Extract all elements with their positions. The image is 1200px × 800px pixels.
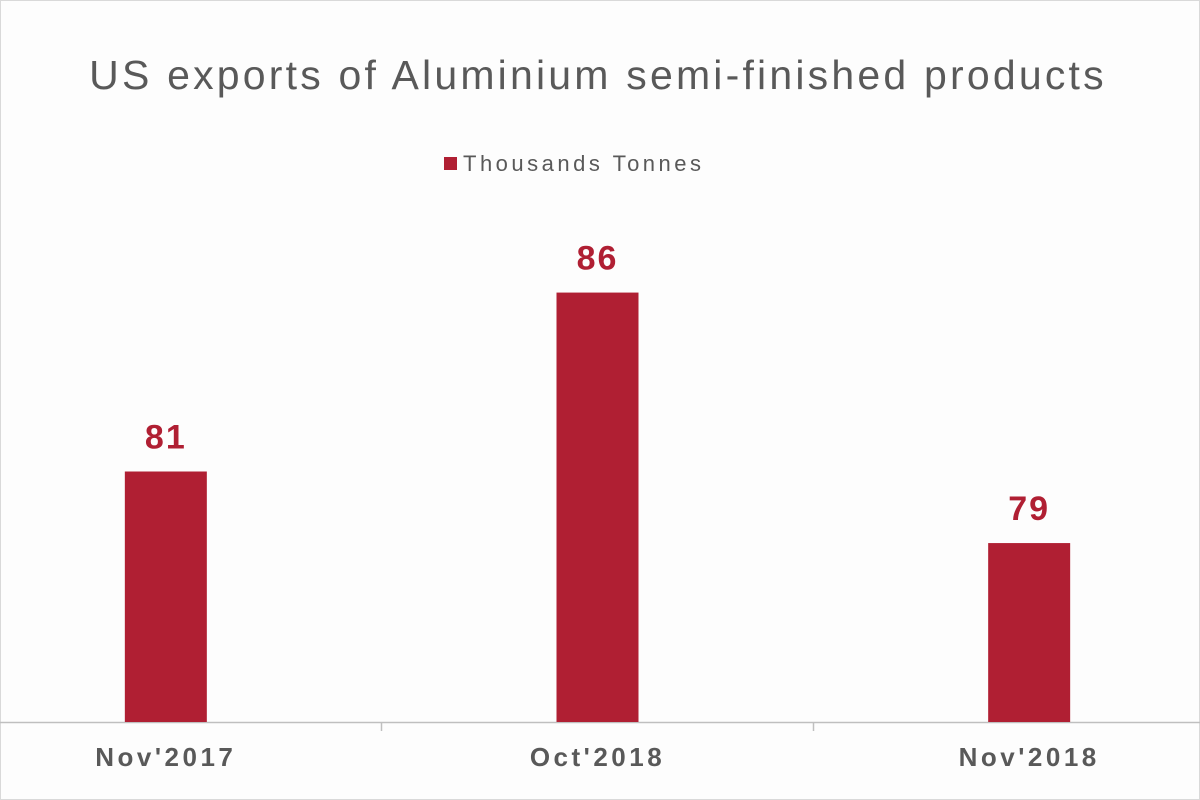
value-label: 79 xyxy=(1008,490,1050,528)
value-label: 81 xyxy=(145,418,187,456)
bar xyxy=(556,292,639,722)
x-tick-label: Nov'2017 xyxy=(95,742,236,772)
chart-title: US exports of Aluminium semi-finished pr… xyxy=(89,52,1107,98)
bar xyxy=(124,471,207,722)
x-tick-label: Nov'2018 xyxy=(959,742,1100,772)
value-label: 86 xyxy=(577,240,619,278)
bar xyxy=(988,543,1071,722)
x-tick-label: Oct'2018 xyxy=(530,742,665,772)
legend-label: Thousands Tonnes xyxy=(463,151,705,176)
legend-swatch xyxy=(444,157,457,170)
